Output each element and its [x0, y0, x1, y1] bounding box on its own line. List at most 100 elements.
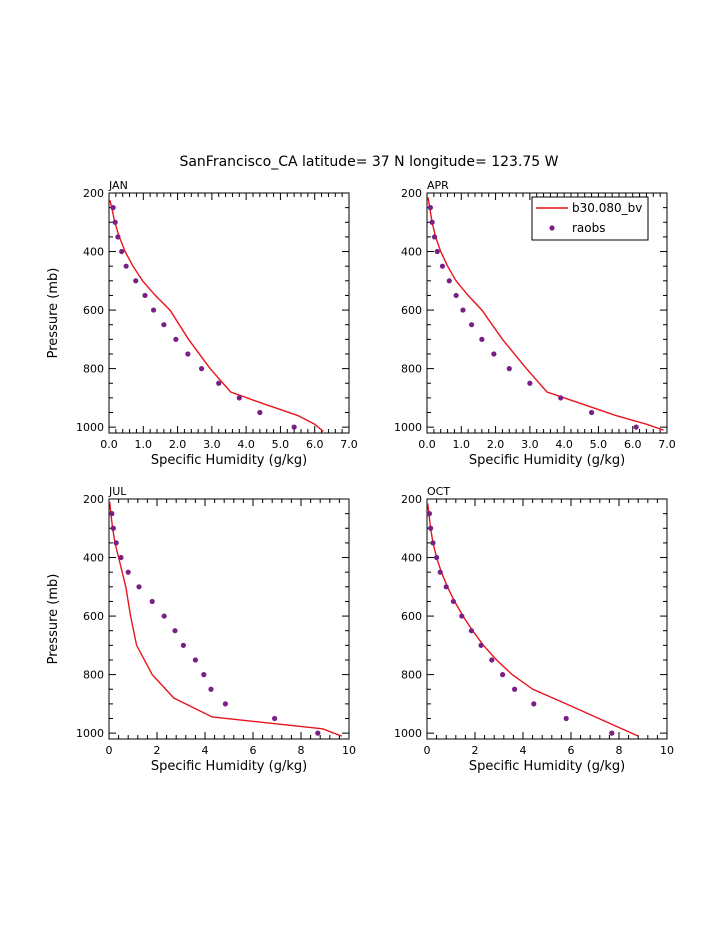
x-tick-label: 6.0	[624, 438, 642, 451]
series-point-raobs	[315, 730, 321, 736]
series-line-model	[427, 197, 664, 431]
series-point-raobs	[192, 657, 198, 663]
series-point-raobs	[161, 613, 167, 619]
series-point-raobs	[527, 380, 533, 386]
x-axis-label: Specific Humidity (g/kg)	[469, 759, 625, 774]
x-tick-label: 3.0	[521, 438, 539, 451]
series-point-raobs	[208, 686, 214, 692]
x-tick-label: 8	[616, 744, 623, 757]
panel-apr: APR 0.0 1.0 2.0 3.0 4.0 5.0 6.0 7.0 200 400 600 800 1…	[394, 179, 676, 468]
x-tick-label: 5.0	[272, 438, 290, 451]
y-tick-label: 600	[401, 304, 422, 317]
y-tick-label: 1000	[394, 727, 422, 740]
series-point-raobs	[125, 569, 131, 575]
series-point-raobs	[173, 336, 179, 342]
figure-title: SanFrancisco_CA latitude= 37 N longitude…	[179, 154, 558, 170]
series-point-raobs	[133, 278, 139, 284]
x-tick-label: 10	[660, 744, 674, 757]
plot-frame	[108, 498, 350, 740]
series-point-raobs	[531, 701, 537, 707]
x-tick-label: 6	[568, 744, 575, 757]
y-tick-label: 1000	[76, 727, 104, 740]
series-point-raobs	[201, 672, 207, 678]
y-tick-label: 200	[401, 493, 422, 506]
x-tick-label: 0	[424, 744, 431, 757]
series-point-raobs	[429, 219, 435, 225]
series-point-raobs	[491, 351, 497, 357]
series-point-raobs	[185, 351, 191, 357]
series-point-raobs	[236, 395, 242, 401]
y-tick-label: 800	[401, 363, 422, 376]
series-point-raobs	[437, 569, 443, 575]
x-tick-label: 6.0	[306, 438, 324, 451]
panel-label: JAN	[108, 179, 128, 192]
series-point-raobs	[149, 598, 155, 605]
x-tick-label: 4	[202, 744, 209, 757]
series-point-raobs	[180, 642, 186, 648]
series-point-raobs	[161, 322, 167, 328]
panel-jan: JAN 0.0 1.0 2.0 3.0 4.0 5.0 6.0 7.0 200 400 600 800 1…	[46, 179, 358, 468]
series-point-raobs	[222, 701, 228, 707]
series-point-raobs	[479, 336, 485, 342]
series-point-raobs	[112, 219, 118, 225]
series-point-raobs	[609, 730, 615, 736]
series-point-raobs	[588, 409, 595, 416]
y-tick-label: 800	[83, 363, 104, 376]
x-tick-label: 1.0	[135, 438, 153, 451]
series-point-raobs	[460, 307, 466, 313]
x-axis-label: Specific Humidity (g/kg)	[151, 453, 307, 468]
series-point-raobs	[110, 525, 116, 531]
series-point-raobs	[272, 715, 278, 722]
series-point-raobs	[468, 628, 474, 634]
series-point-raobs	[511, 686, 518, 692]
x-tick-label: 2.0	[487, 438, 505, 451]
series-point-raobs	[506, 366, 512, 372]
x-tick-label: 4.0	[237, 438, 255, 451]
x-tick-label: 4.0	[555, 438, 573, 451]
series-point-raobs	[216, 380, 222, 386]
series-point-raobs	[439, 263, 446, 269]
series-point-raobs	[489, 657, 495, 663]
series-point-raobs	[633, 424, 639, 430]
x-tick-label: 7.0	[658, 438, 676, 451]
legend-box	[531, 196, 649, 241]
x-tick-label: 10	[342, 744, 356, 757]
series-point-raobs	[430, 540, 436, 546]
series-point-raobs	[446, 278, 452, 284]
x-tick-label: 7.0	[340, 438, 358, 451]
legend-label-model: b30.080_bv	[572, 201, 642, 215]
series-point-raobs	[478, 642, 484, 648]
panel-label: OCT	[427, 485, 450, 498]
panel-jul: JUL 0 2 4 6 8 10 200 400 600 800 1000 Specific Humid…	[46, 485, 356, 774]
y-tick-label: 600	[83, 304, 104, 317]
y-axis-label: Pressure (mb)	[46, 574, 61, 665]
x-tick-label: 2	[154, 744, 161, 757]
series-point-raobs	[291, 424, 297, 430]
series-point-raobs	[434, 554, 440, 561]
series-point-raobs	[450, 598, 456, 605]
series-point-raobs	[431, 234, 438, 240]
y-tick-label: 600	[401, 610, 422, 623]
x-tick-label: 0.0	[418, 438, 436, 451]
x-axis-label: Specific Humidity (g/kg)	[151, 759, 307, 774]
panel-label: APR	[427, 179, 449, 192]
series-point-raobs	[563, 715, 569, 722]
x-tick-label: 5.0	[590, 438, 608, 451]
x-tick-label: 0	[106, 744, 113, 757]
series-point-raobs	[453, 292, 459, 299]
y-tick-label: 200	[83, 187, 104, 200]
y-tick-label: 400	[401, 552, 422, 565]
series-point-raobs	[115, 234, 121, 240]
series-point-raobs	[500, 672, 506, 678]
series-point-raobs	[257, 409, 263, 416]
series-line-model	[427, 503, 639, 737]
series-point-raobs	[459, 613, 465, 619]
y-tick-label: 200	[401, 187, 422, 200]
series-point-raobs	[426, 511, 432, 517]
series-point-raobs	[136, 584, 142, 590]
x-axis-label: Specific Humidity (g/kg)	[469, 453, 625, 468]
series-point-raobs	[427, 205, 434, 211]
